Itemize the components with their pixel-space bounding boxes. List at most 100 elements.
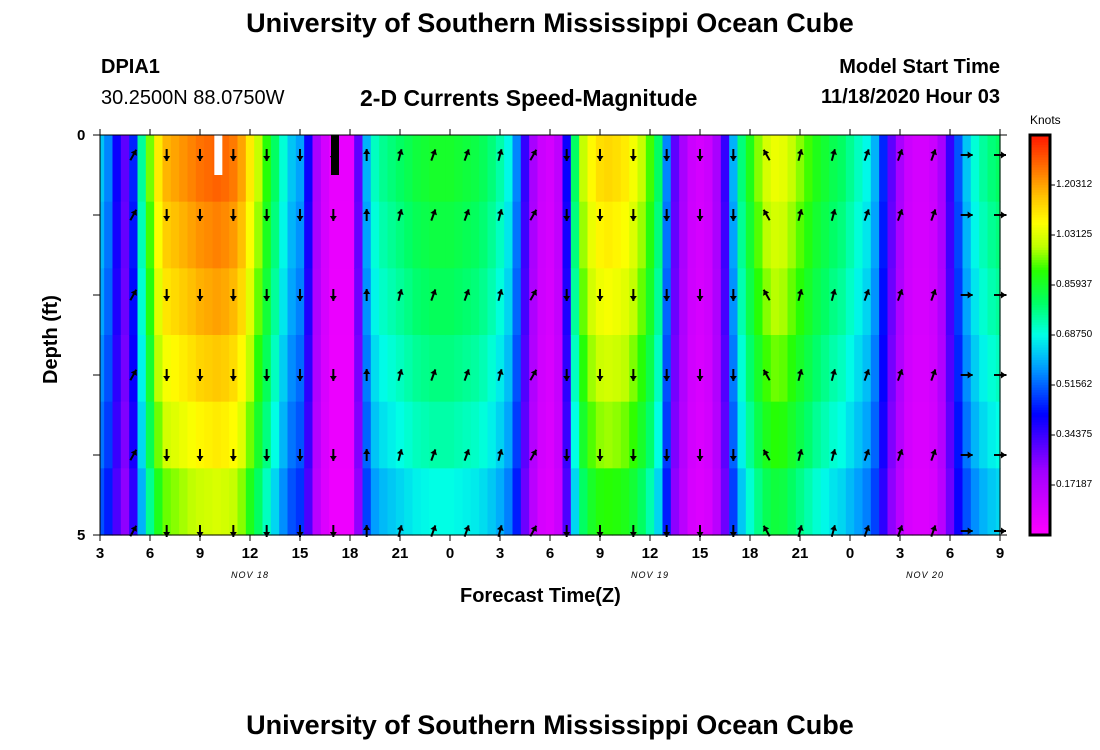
direction-arrow (930, 149, 937, 161)
colorbar-step (1030, 215, 1050, 219)
heatmap-cell (845, 201, 855, 269)
colorbar-step (1030, 197, 1050, 201)
direction-arrow (296, 149, 304, 161)
heatmap-cell (295, 401, 305, 469)
heatmap-cell (204, 335, 214, 403)
heatmap-cell (854, 401, 864, 469)
heatmap-cell (679, 135, 689, 203)
colorbar-step (1030, 317, 1050, 321)
heatmap-cell (370, 468, 380, 536)
colorbar-step (1030, 297, 1050, 301)
heatmap-cell (645, 268, 655, 336)
heatmap-cell (987, 401, 997, 469)
heatmap-cell (112, 468, 122, 536)
heatmap-cell (587, 401, 597, 469)
heatmap-cell (595, 468, 605, 536)
heatmap-cell (662, 401, 672, 469)
colorbar-step (1030, 460, 1050, 464)
heatmap-cell (104, 135, 114, 203)
heatmap-cell (462, 401, 472, 469)
heatmap-cell (354, 335, 364, 403)
heatmap-cell (170, 401, 180, 469)
heatmap-cell (887, 135, 897, 203)
heatmap-cell (612, 268, 622, 336)
heatmap-cell (670, 335, 680, 403)
heatmap-cell (762, 135, 772, 203)
white-bar (214, 135, 223, 175)
heatmap-cell (895, 268, 905, 336)
heatmap-cell (245, 135, 255, 203)
colorbar-step (1030, 157, 1050, 161)
direction-arrow (930, 289, 937, 301)
heatmap-cell (862, 268, 872, 336)
direction-arrow (729, 149, 737, 161)
heatmap-cell (854, 335, 864, 403)
heatmap-cell (637, 201, 647, 269)
heatmap-cell (937, 468, 947, 536)
heatmap-cell (895, 468, 905, 536)
heatmap-cell (462, 201, 472, 269)
heatmap-cell (212, 268, 222, 336)
heatmap-cell (212, 201, 222, 269)
heatmap-cell (737, 335, 747, 403)
heatmap-cell (320, 268, 330, 336)
colorbar (1028, 133, 1052, 537)
direction-arrow (196, 149, 204, 161)
colorbar-tick-label: 0.17187 (1056, 479, 1093, 490)
x-tick-label: 6 (145, 545, 155, 562)
heatmap-cell (312, 135, 322, 203)
direction-arrow (396, 288, 404, 302)
heatmap-cell (629, 468, 639, 536)
heatmap-cell (712, 268, 722, 336)
heatmap-cell (370, 401, 380, 469)
heatmap-cell (787, 468, 797, 536)
direction-arrow (663, 369, 671, 381)
x-tick-label: 18 (741, 545, 759, 562)
heatmap-cell (895, 335, 905, 403)
heatmap-cell (145, 268, 155, 336)
heatmap-cell (729, 201, 739, 269)
heatmap-cell (304, 201, 314, 269)
heatmap-cell (929, 201, 939, 269)
direction-arrow (329, 149, 337, 161)
heatmap-cell (995, 335, 1001, 403)
heatmap-cell (820, 135, 830, 203)
heatmap-cell (504, 335, 514, 403)
heatmap-cell (379, 335, 389, 403)
heatmap-cell (620, 335, 630, 403)
heatmap-cell (370, 135, 380, 203)
direction-arrow (296, 449, 304, 461)
heatmap-cell (512, 268, 522, 336)
colorbar-step (1030, 237, 1050, 241)
heatmap-cell (429, 468, 439, 536)
x-tick-label: 12 (241, 545, 259, 562)
y-tick-5: 5 (77, 527, 86, 544)
heatmap-cell (454, 135, 464, 203)
heatmap-cell (395, 335, 405, 403)
heatmap-cell (462, 468, 472, 536)
heatmap-cell (829, 401, 839, 469)
heatmap-cell (720, 201, 730, 269)
heatmap-cell (712, 201, 722, 269)
colorbar-step (1030, 170, 1050, 174)
direction-arrow (762, 369, 771, 381)
heatmap-cell (645, 135, 655, 203)
heatmap-cell (395, 401, 405, 469)
direction-arrow (463, 369, 471, 381)
heatmap-cell (995, 268, 1001, 336)
direction-arrow (363, 209, 371, 221)
heatmap-cell (987, 135, 997, 203)
heatmap-cell (520, 335, 530, 403)
heatmap-cell (970, 401, 980, 469)
direction-arrow (496, 148, 504, 162)
heatmap-cell (862, 135, 872, 203)
heatmap-cell (779, 468, 789, 536)
heatmap-cell (170, 201, 180, 269)
colorbar-step (1030, 392, 1050, 396)
x-tick-label: 9 (995, 545, 1005, 562)
heatmap-cell (970, 335, 980, 403)
heatmap-cell (870, 201, 880, 269)
heatmap-cell (645, 335, 655, 403)
heatmap-cell (179, 468, 189, 536)
colorbar-step (1030, 285, 1050, 289)
